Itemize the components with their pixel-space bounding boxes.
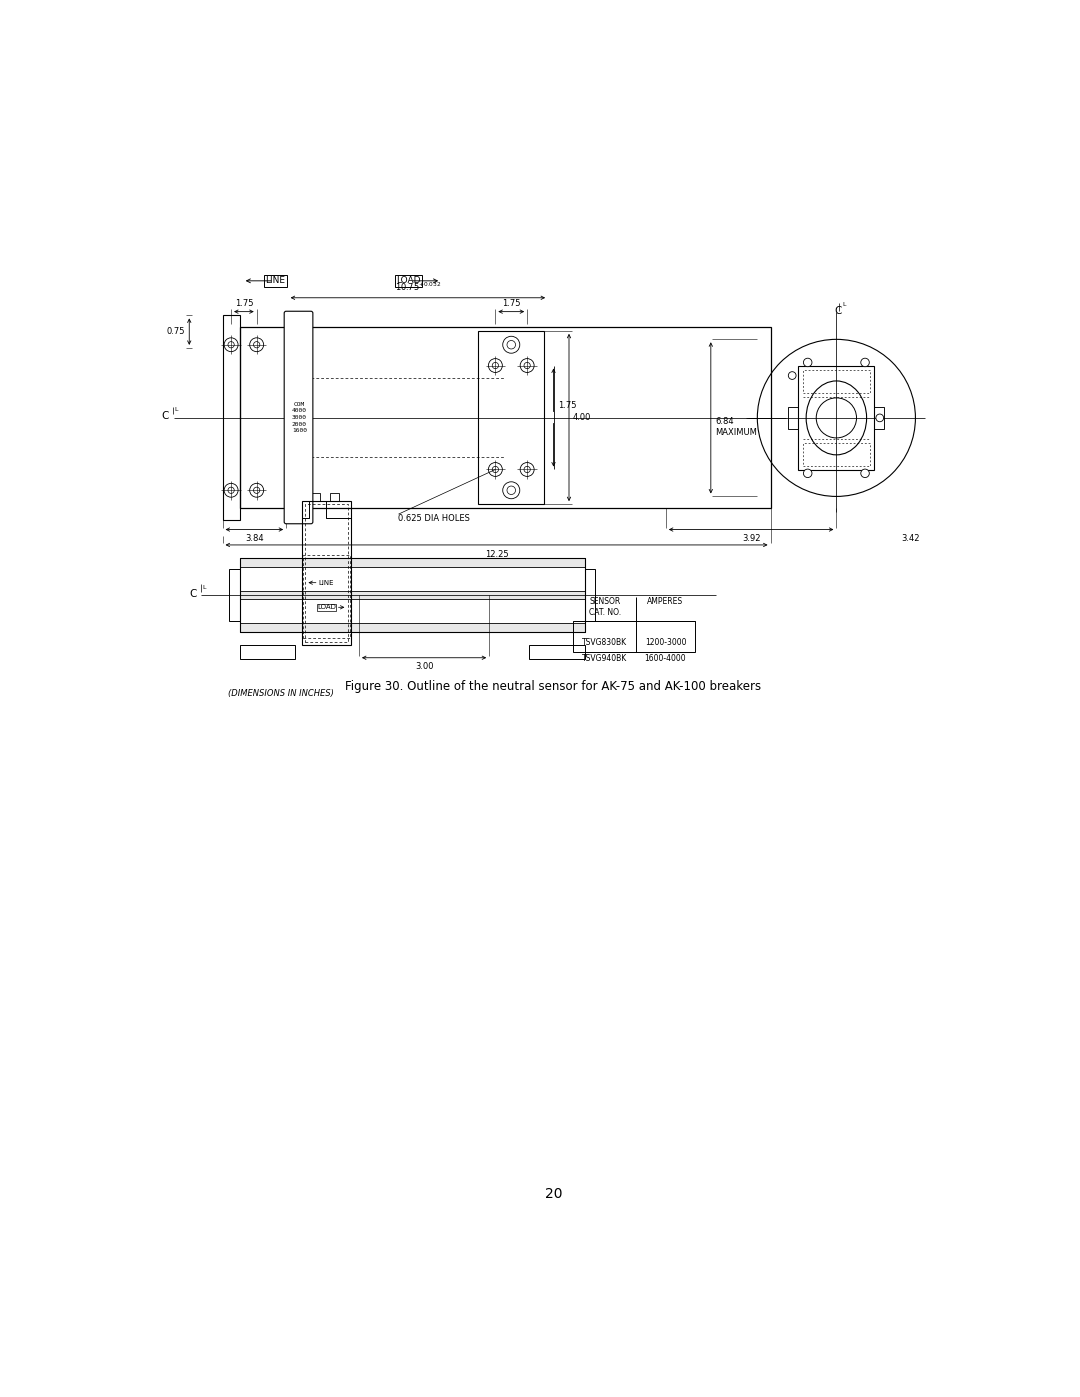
Bar — [584, 569, 595, 622]
Bar — [311, 493, 321, 500]
Circle shape — [804, 469, 812, 478]
Text: $\mathsf{C}$: $\mathsf{C}$ — [834, 305, 842, 316]
Text: 1600-4000: 1600-4000 — [645, 654, 686, 662]
Bar — [303, 555, 350, 637]
Text: LINE: LINE — [319, 580, 334, 585]
Bar — [240, 645, 296, 659]
Text: $\mathsf{C}$: $\mathsf{C}$ — [189, 587, 198, 599]
Text: 3.00: 3.00 — [415, 662, 433, 671]
Bar — [222, 316, 240, 520]
Text: 3.92: 3.92 — [742, 534, 760, 543]
Text: LOAD: LOAD — [396, 277, 421, 285]
Bar — [804, 443, 869, 465]
Text: Figure 30. Outline of the neutral sensor for AK-75 and AK-100 breakers: Figure 30. Outline of the neutral sensor… — [346, 680, 761, 693]
Bar — [875, 407, 885, 429]
Text: L: L — [842, 302, 846, 307]
Text: TSVG830BK: TSVG830BK — [582, 638, 627, 647]
FancyBboxPatch shape — [284, 312, 313, 524]
Text: 3.42: 3.42 — [902, 534, 920, 543]
Circle shape — [804, 358, 812, 366]
Circle shape — [861, 469, 869, 478]
Bar — [240, 559, 584, 567]
Bar — [788, 407, 798, 429]
Bar — [798, 366, 875, 469]
Bar — [572, 622, 694, 652]
Bar — [240, 591, 584, 599]
Bar — [804, 370, 869, 393]
Text: 6.84
MAXIMUM: 6.84 MAXIMUM — [715, 418, 757, 437]
Bar — [305, 504, 348, 643]
Text: 4.00: 4.00 — [572, 414, 591, 422]
Circle shape — [876, 414, 883, 422]
Text: $\mathsf{C}$: $\mathsf{C}$ — [161, 409, 170, 420]
Text: L: L — [174, 408, 178, 412]
Text: AMPERES: AMPERES — [647, 597, 684, 605]
Text: 3.84: 3.84 — [245, 534, 264, 543]
Bar — [240, 327, 770, 509]
Text: (DIMENSIONS IN INCHES): (DIMENSIONS IN INCHES) — [228, 689, 334, 698]
Text: 1.75: 1.75 — [502, 299, 521, 307]
Text: 1.75: 1.75 — [558, 401, 577, 411]
Text: LINE: LINE — [266, 277, 285, 285]
Bar — [229, 569, 240, 622]
Circle shape — [861, 358, 869, 366]
Text: COM
4000
3000
2000
1600: COM 4000 3000 2000 1600 — [292, 402, 307, 433]
Bar — [529, 645, 584, 659]
Text: 1200-3000: 1200-3000 — [645, 638, 686, 647]
Bar — [240, 623, 584, 631]
Text: 20: 20 — [544, 1187, 563, 1201]
Text: L: L — [202, 585, 205, 590]
Bar — [301, 500, 351, 645]
Text: 0.625 DIA HOLES: 0.625 DIA HOLES — [399, 514, 471, 522]
Text: SENSOR
CAT. NO.: SENSOR CAT. NO. — [589, 597, 621, 616]
Text: LOAD: LOAD — [318, 605, 336, 610]
Text: 0.75: 0.75 — [166, 327, 185, 337]
Bar — [478, 331, 544, 504]
Bar — [329, 493, 339, 500]
Text: 1.75: 1.75 — [234, 299, 253, 307]
Bar — [240, 559, 584, 631]
Text: TSVG940BK: TSVG940BK — [582, 654, 627, 662]
Text: 12.25: 12.25 — [485, 549, 509, 559]
Text: $10.75^{+0.032}$: $10.75^{+0.032}$ — [394, 281, 441, 293]
